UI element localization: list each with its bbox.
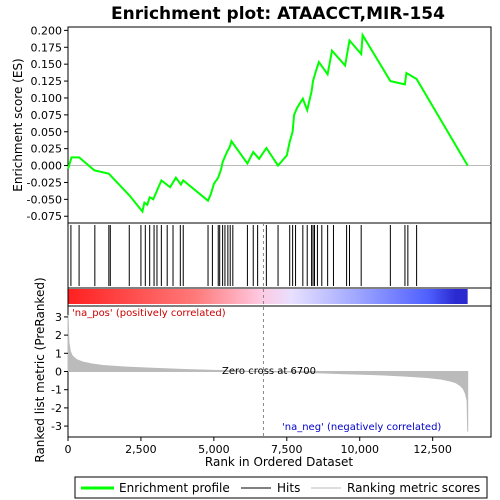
metric-y-tick-label: -1 xyxy=(51,384,62,397)
metric-y-tick-label: 2 xyxy=(55,329,62,342)
legend-metric-label: Ranking metric scores xyxy=(347,481,480,495)
x-tick-label: 7,500 xyxy=(271,443,303,456)
legend: Enrichment profile Hits Ranking metric s… xyxy=(74,476,488,499)
ranking-metric-area xyxy=(67,315,469,432)
metric-y-tick-label: -2 xyxy=(51,402,62,415)
legend-frame xyxy=(74,476,488,499)
rank-gradient-bar xyxy=(68,289,468,304)
hit-marks xyxy=(70,225,418,286)
metric-y-tick-label: 1 xyxy=(55,347,62,360)
metric-y-tick-label: 0 xyxy=(55,366,62,379)
enrichment-profile-line xyxy=(67,31,469,214)
hits-panel xyxy=(67,222,492,289)
x-tick-label: 12,500 xyxy=(413,443,452,456)
x-tick-label: 2,500 xyxy=(125,443,157,456)
x-axis-label: Rank in Ordered Dataset xyxy=(205,455,353,469)
x-tick-label: 5,000 xyxy=(198,443,230,456)
es-panel-frame xyxy=(67,26,492,224)
ranking-metric-panel: Zero cross at 6700 'na_pos' (positively … xyxy=(33,223,492,469)
x-tick-label: 10,000 xyxy=(340,443,379,456)
es-y-tick-label: 0.025 xyxy=(31,143,63,156)
es-y-tick-label: 0.000 xyxy=(31,160,63,173)
es-y-ticks: 0.200 0.175 0.150 0.125 0.100 0.075 0.050 0.025… xyxy=(27,24,68,223)
es-y-tick-label: -0.025 xyxy=(27,176,62,189)
es-y-tick-label: -0.075 xyxy=(27,210,62,223)
metric-y-ticks: 3 2 1 0 -1 -2 -3 xyxy=(51,311,68,433)
es-y-axis-label: Enrichment score (ES) xyxy=(11,58,25,191)
zero-cross-annotation: Zero cross at 6700 xyxy=(222,366,316,377)
metric-x-ticks: 0 2,500 5,000 7,500 10,000 12,500 xyxy=(65,437,452,456)
metric-y-axis-label: Ranked list metric (PreRanked) xyxy=(33,277,47,462)
negative-correlation-label: 'na_neg' (negatively correlated) xyxy=(282,422,441,433)
es-y-tick-label: 0.075 xyxy=(31,109,63,122)
es-y-tick-label: -0.050 xyxy=(27,193,62,206)
es-y-tick-label: 0.175 xyxy=(31,41,63,54)
metric-y-tick-label: 3 xyxy=(55,311,62,324)
enrichment-score-panel: 0.200 0.175 0.150 0.125 0.100 0.075 0.050 0.025… xyxy=(11,24,492,224)
legend-hits-label: Hits xyxy=(277,481,300,495)
chart-title: Enrichment plot: ATAACCT,MIR-154 xyxy=(111,4,445,24)
positive-correlation-label: 'na_pos' (positively correlated) xyxy=(72,308,226,319)
es-y-tick-label: 0.125 xyxy=(31,75,63,88)
legend-enrichment-label: Enrichment profile xyxy=(119,481,230,495)
es-y-tick-label: 0.100 xyxy=(31,92,63,105)
hits-panel-frame xyxy=(67,222,492,289)
es-y-tick-label: 0.050 xyxy=(31,126,63,139)
es-y-tick-label: 0.150 xyxy=(31,58,63,71)
metric-y-tick-label: -3 xyxy=(51,420,62,433)
es-y-tick-label: 0.200 xyxy=(31,24,63,37)
rank-color-bar xyxy=(67,287,492,307)
x-tick-label: 0 xyxy=(65,443,72,456)
